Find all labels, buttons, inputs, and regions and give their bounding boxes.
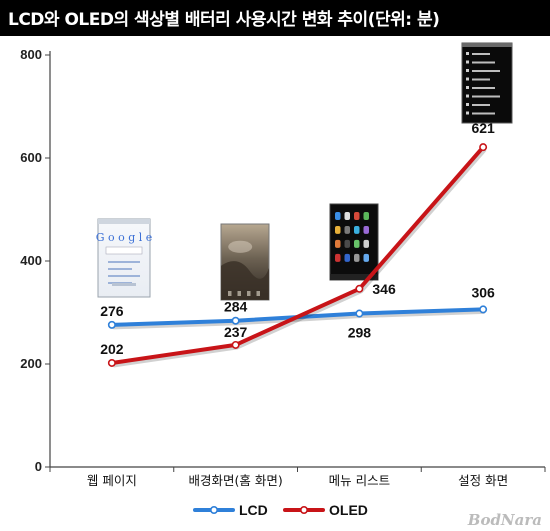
legend-label: LCD bbox=[239, 502, 268, 518]
data-point-oled bbox=[231, 340, 240, 349]
chart-title: LCD와 OLED의 색상별 배터리 사용시간 변화 추이(단위: 분) bbox=[8, 10, 440, 30]
y-tick-label: 0 bbox=[35, 459, 42, 474]
data-label-lcd: 276 bbox=[100, 303, 124, 319]
screenshot-web-page: G o o g l e bbox=[96, 218, 153, 298]
x-category-label: 설정 화면 bbox=[458, 473, 508, 488]
data-point-lcd bbox=[231, 316, 240, 325]
screenshot-settings bbox=[461, 42, 513, 124]
data-label-lcd: 298 bbox=[348, 325, 372, 341]
data-point-oled bbox=[107, 358, 116, 367]
svg-text:G o o g l e: G o o g l e bbox=[96, 231, 153, 244]
data-label-oled: 202 bbox=[100, 341, 124, 357]
x-category-label: 웹 페이지 bbox=[87, 473, 137, 488]
legend-marker bbox=[299, 505, 308, 514]
data-point-lcd bbox=[479, 305, 488, 314]
data-label-lcd: 306 bbox=[471, 284, 495, 300]
series-layer bbox=[107, 143, 488, 368]
y-tick-label: 400 bbox=[20, 253, 42, 268]
data-point-lcd bbox=[107, 320, 116, 329]
legend: LCD OLED bbox=[193, 502, 368, 518]
axes: 0 200 400 600 800 웹 페이지 배경화면(홈 화면) 메뉴 리스트 설정 화면 bbox=[20, 47, 546, 488]
legend-item-lcd: LCD bbox=[193, 502, 268, 518]
legend-marker bbox=[210, 505, 219, 514]
x-category-label: 메뉴 리스트 bbox=[329, 473, 390, 488]
series-shadow-lcd bbox=[113, 308, 485, 330]
legend-item-oled: OLED bbox=[283, 502, 368, 518]
series-line-oled bbox=[109, 145, 486, 365]
data-label-oled: 237 bbox=[224, 324, 248, 340]
y-tick-label: 800 bbox=[20, 47, 42, 62]
data-point-lcd bbox=[355, 309, 364, 318]
watermark-logo: BodNara bbox=[467, 511, 542, 529]
screenshot-home-screen bbox=[220, 223, 270, 301]
data-point-oled bbox=[479, 143, 488, 152]
screenshot-menu-list bbox=[329, 203, 379, 281]
data-label-oled: 621 bbox=[471, 120, 495, 136]
legend-label: OLED bbox=[329, 502, 368, 518]
data-labels: 276 284 298 306 202 237 346 621 bbox=[100, 120, 495, 357]
data-label-oled: 346 bbox=[372, 281, 396, 297]
data-point-oled bbox=[355, 284, 364, 293]
series-shadow-oled bbox=[113, 147, 487, 368]
x-category-label: 배경화면(홈 화면) bbox=[189, 473, 283, 488]
y-tick-label: 600 bbox=[20, 150, 42, 165]
y-tick-label: 200 bbox=[20, 356, 42, 371]
title-bar: LCD와 OLED의 색상별 배터리 사용시간 변화 추이(단위: 분) bbox=[0, 0, 550, 36]
data-label-lcd: 284 bbox=[224, 299, 248, 315]
screenshots: G o o g l e bbox=[96, 42, 513, 301]
